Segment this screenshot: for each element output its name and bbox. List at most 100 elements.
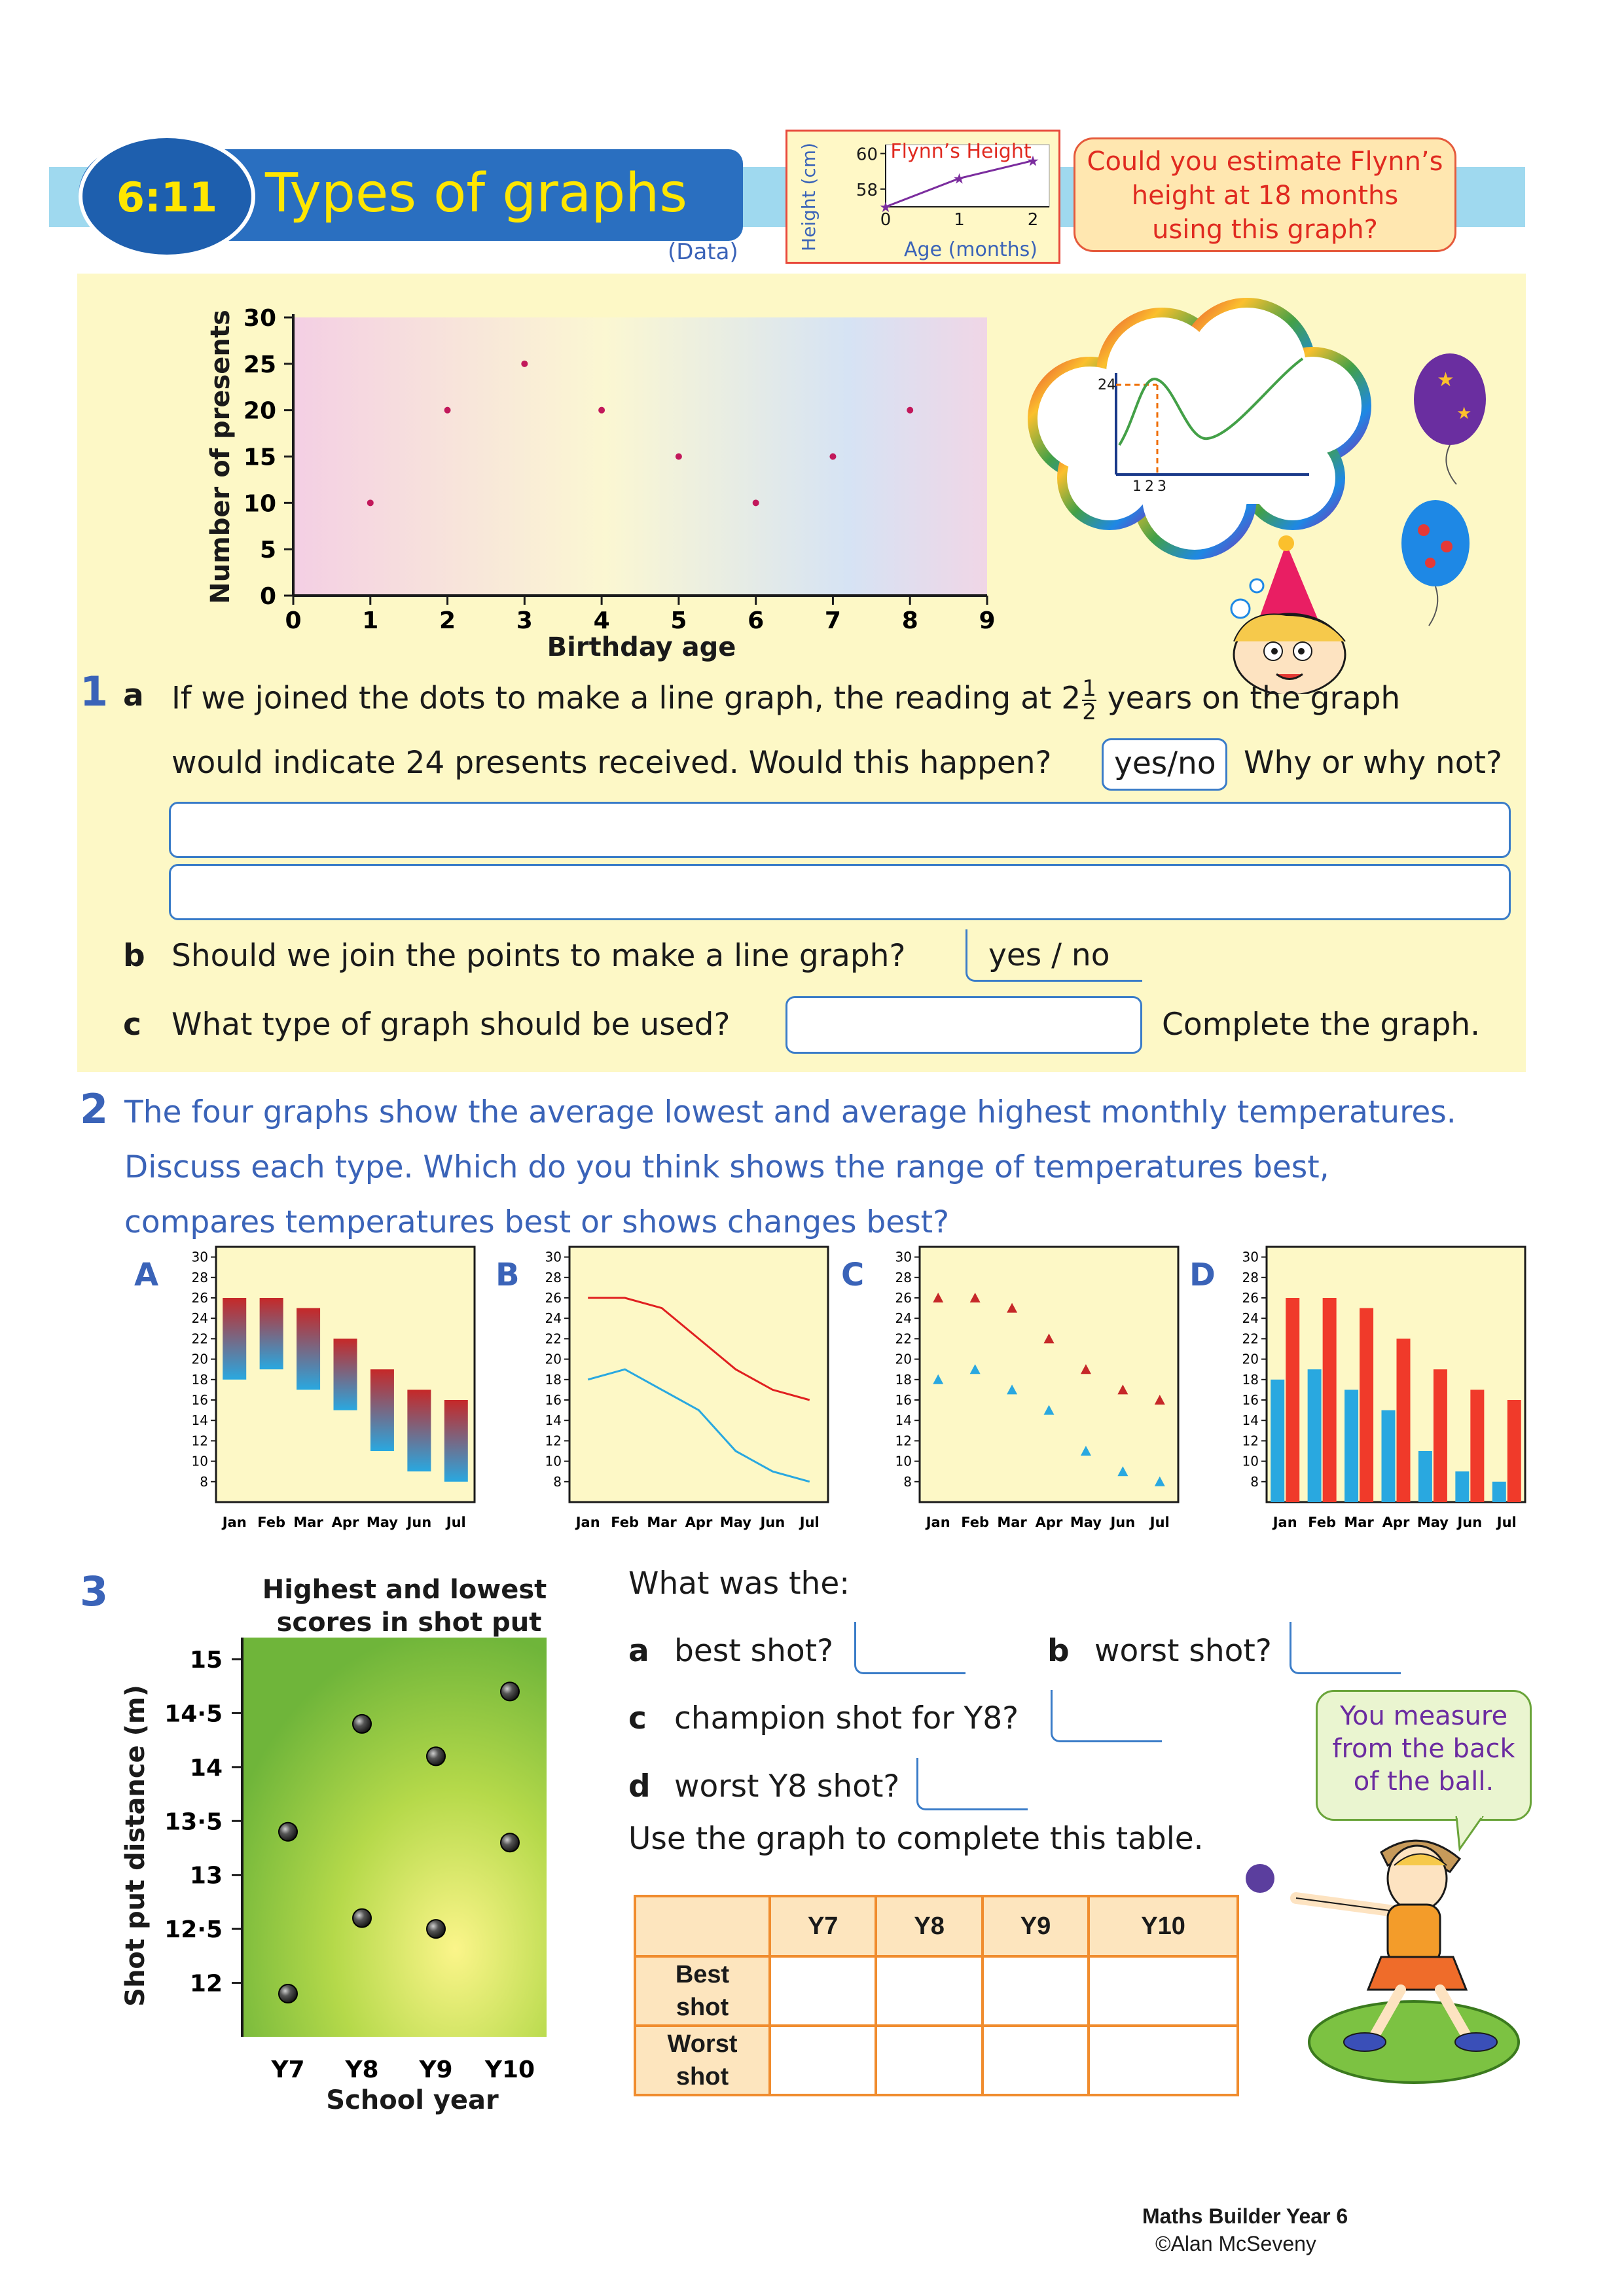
temp-y-tick-label: 20 [192,1352,208,1367]
temp-x-tick-label: May [720,1515,751,1530]
y-tick-label: 0 [260,583,276,610]
q1a-text-pre: If we joined the dots to make a line gra… [171,680,1081,717]
temp-data-point [1007,1302,1018,1313]
thought-x-label: 3 [1157,478,1166,495]
temp-x-tick-label: Feb [257,1515,285,1530]
q1c-answer-field[interactable] [785,996,1142,1054]
q1a-answer-line-1[interactable] [169,802,1511,858]
temp-x-tick-label: Jun [1109,1515,1135,1530]
temp-x-tick-label: Mar [647,1515,677,1530]
q1a-yesno-choice[interactable]: yes/no [1102,738,1227,791]
thought-x-label: 1 [1132,478,1142,495]
temp-y-tick-label: 16 [895,1392,912,1408]
q1c-letter: c [123,1007,141,1043]
x-tick-label: 5 [670,607,687,634]
fraction-denominator: 2 [1082,699,1096,725]
svg-text:★: ★ [1456,404,1471,423]
shot-ball-point [352,1713,372,1734]
q3a-letter: a [628,1633,649,1669]
q3-intro: What was the: [628,1566,850,1602]
fraction-numerator: 1 [1082,675,1096,702]
temp-x-tick-label: Jul [799,1515,820,1530]
temp-bar-high [1360,1308,1374,1502]
temp-y-tick-label: 22 [895,1331,912,1346]
girl-thrower [1290,1839,1498,2052]
shot-put-girl-illustration [1246,1839,1520,2084]
shot-ball-point [500,1833,520,1853]
shot-results-table: Y7 Y8 Y9 Y10 Best shot Worst shot [634,1895,1239,2096]
shot-y-tick-label: 13 [190,1863,223,1890]
temp-x-tick-label: Jan [1272,1515,1297,1530]
temp-bar-low [1455,1471,1470,1502]
temp-data-point [969,1364,981,1374]
q2-line: The four graphs show the average lowest … [124,1094,1456,1130]
q3c-answer-field[interactable] [1051,1690,1162,1742]
q1b-text: Should we join the points to make a line… [171,938,906,974]
table-cell-worst-y7[interactable] [768,2024,878,2096]
y-tick-label: 25 [244,351,276,378]
temp-bar-high [1322,1298,1337,1502]
q1a-yesno-text: yes/no [1114,745,1216,781]
temp-range-bar [333,1338,357,1410]
temp-bar-low [1271,1379,1285,1502]
temp-x-tick-label: Jan [925,1515,950,1530]
temp-data-point [1043,1333,1055,1344]
temp-x-tick-label: Jan [575,1515,600,1530]
q3a-answer-field[interactable] [854,1622,965,1674]
table-cell-worst-y8[interactable] [875,2024,984,2096]
presents-scatter-chart: 0 5 10 15 20 25 30 0 1 2 3 4 5 6 7 8 9 Birthday age Numb… [206,305,996,662]
temp-plot-area [1265,1246,1526,1503]
table-cell-worst-y10[interactable] [1087,2024,1239,2096]
x-tick-label: 4 [594,607,610,634]
data-point [752,499,759,507]
q1b-yesno-choice[interactable]: yes / no [965,929,1142,982]
temp-y-tick-label: 22 [192,1331,208,1346]
q3c-text: champion shot for Y8? [674,1700,1019,1736]
shot-y-tick-label: 12·5 [164,1916,223,1943]
shot-y-tick-label: 15 [190,1647,223,1674]
q1a-text-line1: If we joined the dots to make a line gra… [171,677,1400,723]
table-cell-best-y8[interactable] [875,1955,984,2027]
mini-data-point: ★ [1026,153,1039,170]
question-3-number: 3 [80,1568,109,1615]
shot-y-tick-label: 14 [190,1755,223,1782]
data-point [598,406,605,414]
table-header-blank [634,1895,771,1958]
temp-y-tick-label: 28 [192,1270,208,1285]
temp-y-tick-label: 16 [1242,1392,1259,1408]
temp-y-tick-label: 22 [545,1331,562,1346]
q2-line: Discuss each type. Which do you think sh… [124,1149,1329,1185]
shot-ball-point [278,1984,298,2004]
temp-x-tick-label: Feb [961,1515,989,1530]
x-tick-label: 7 [825,607,841,634]
x-tick-label: 3 [516,607,533,634]
temp-y-tick-label: 18 [895,1372,912,1388]
table-cell-best-y9[interactable] [981,1955,1091,2027]
temp-y-tick-label: 26 [1242,1290,1259,1306]
q3b-answer-field[interactable] [1290,1622,1401,1674]
q1a-answer-line-2[interactable] [169,864,1511,920]
temp-y-tick-label: 18 [192,1372,208,1388]
q1a-text-line2: would indicate 24 presents received. Wou… [171,745,1052,781]
thought-x-label: 2 [1145,478,1154,495]
temp-bar-high [1433,1369,1447,1502]
shot-put-chart: Highest and lowest scores in shot put 12… [120,1575,547,2115]
y-tick-label: 30 [244,305,276,332]
bubble-line: Could you estimate Flynn’s [1087,147,1443,177]
temp-data-point [1117,1384,1128,1395]
temp-x-tick-label: May [1417,1515,1449,1530]
temp-y-tick-label: 20 [1242,1352,1259,1367]
temp-data-point [1154,1395,1165,1405]
table-cell-best-y7[interactable] [768,1955,878,2027]
graph-c-label: C [841,1257,865,1293]
table-cell-worst-y9[interactable] [981,2024,1091,2096]
shot-ball-point [500,1681,520,1702]
temp-x-tick-label: May [367,1515,398,1530]
table-cell-best-y10[interactable] [1087,1955,1239,2027]
q3d-answer-field[interactable] [916,1758,1028,1810]
estimate-bubble: Could you estimate Flynn’s height at 18 … [1074,137,1456,252]
temp-x-tick-label: Feb [1308,1515,1336,1530]
temp-x-tick-label: Feb [611,1515,639,1530]
temp-bar-high [1470,1390,1485,1502]
